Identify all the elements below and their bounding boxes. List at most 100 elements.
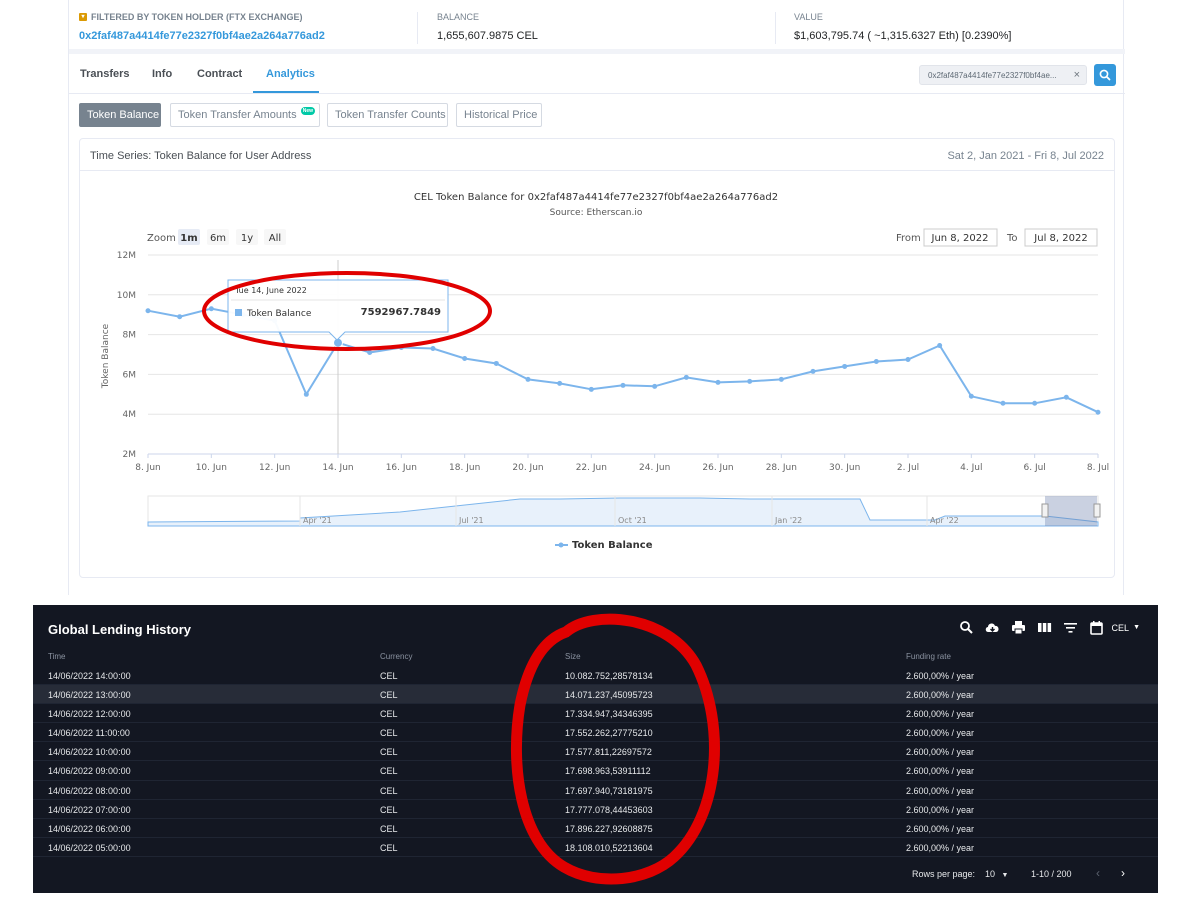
table-row[interactable]: 14/06/2022 08:00:00 CEL 17.697.940,7318197… bbox=[33, 781, 1158, 800]
clear-icon[interactable]: × bbox=[1073, 69, 1080, 81]
tab-contract[interactable]: Contract bbox=[197, 68, 243, 80]
x-tick-label: 6. Jul bbox=[1024, 463, 1046, 473]
data-point[interactable] bbox=[430, 346, 436, 352]
tab-analytics[interactable]: Analytics bbox=[266, 68, 315, 80]
token-transfer-counts-button[interactable]: Token Transfer Counts bbox=[327, 103, 448, 127]
data-point[interactable] bbox=[1095, 409, 1101, 415]
table-row[interactable]: 14/06/2022 13:00:00 CEL 14.071.237,4509572… bbox=[33, 685, 1158, 705]
holder-address-link[interactable]: 0x2faf487a4414fe77e2327f0bf4ae2a264a776a… bbox=[79, 30, 325, 42]
cell-time: 14/06/2022 05:00:00 bbox=[48, 842, 131, 853]
data-point[interactable] bbox=[937, 343, 943, 349]
navigator-handle-right[interactable] bbox=[1093, 503, 1101, 518]
from-date-input[interactable] bbox=[923, 228, 998, 247]
rows-per-page-select[interactable]: 10 ▼ bbox=[985, 869, 1008, 879]
calendar-icon[interactable] bbox=[1088, 619, 1105, 636]
data-point[interactable] bbox=[620, 382, 626, 388]
pagination-range: 1-10 / 200 bbox=[1031, 869, 1072, 879]
table-row[interactable]: 14/06/2022 11:00:00 CEL 17.552.262,2777521… bbox=[33, 723, 1158, 743]
data-point[interactable] bbox=[303, 391, 309, 397]
data-point[interactable] bbox=[588, 386, 594, 392]
historical-price-button[interactable]: Historical Price bbox=[456, 103, 542, 127]
zoom-button-6m[interactable] bbox=[207, 229, 229, 245]
table-row[interactable]: 14/06/2022 07:00:00 CEL 17.777.078,4445360… bbox=[33, 800, 1158, 819]
tab-transfers[interactable]: Transfers bbox=[80, 68, 130, 80]
tab-info[interactable]: Info bbox=[152, 68, 173, 80]
data-point[interactable] bbox=[873, 358, 879, 364]
search-icon[interactable] bbox=[958, 619, 975, 636]
column-header-time[interactable]: Time bbox=[48, 652, 66, 661]
token-balance-chart: CEL Token Balance for 0x2faf487a4414fe77… bbox=[101, 192, 1109, 551]
zoom-button-1m[interactable] bbox=[178, 229, 200, 245]
data-point[interactable] bbox=[145, 308, 151, 314]
prev-page-icon[interactable]: ‹ bbox=[1096, 866, 1100, 880]
data-point[interactable] bbox=[652, 383, 658, 389]
navigator-series bbox=[147, 497, 1099, 527]
cell-currency: CEL bbox=[380, 804, 398, 815]
chart-legend[interactable]: Token Balance bbox=[555, 540, 653, 551]
cell-funding-rate: 2.600,00% / year bbox=[906, 804, 975, 815]
currency-select[interactable]: CEL ▼ bbox=[1112, 623, 1140, 633]
data-point[interactable] bbox=[557, 380, 563, 386]
data-point[interactable] bbox=[462, 355, 468, 361]
cell-currency: CEL bbox=[380, 785, 398, 796]
rows-per-page-label: Rows per page: bbox=[912, 869, 976, 879]
lending-toolbar: CEL ▼ bbox=[958, 619, 1140, 636]
data-point[interactable] bbox=[208, 306, 214, 312]
chart-navigator[interactable]: Apr '21 Jul '21 Oct '21 Jan '22 Apr '22 bbox=[147, 495, 1101, 527]
data-point[interactable] bbox=[683, 374, 689, 380]
cell-size: 17.896.227,92608875 bbox=[565, 823, 653, 834]
balance-label: BALANCE bbox=[437, 12, 480, 22]
data-point[interactable] bbox=[177, 314, 183, 320]
next-page-icon[interactable]: › bbox=[1121, 866, 1125, 880]
column-header-funding-rate[interactable]: Funding rate bbox=[906, 652, 951, 661]
x-tick-label: 30. Jun bbox=[829, 463, 860, 473]
data-point[interactable] bbox=[1063, 394, 1069, 400]
filter-icon[interactable] bbox=[1062, 619, 1079, 636]
data-point[interactable] bbox=[905, 356, 911, 362]
legend-label: Token Balance bbox=[572, 540, 653, 551]
table-row[interactable]: 14/06/2022 06:00:00 CEL 17.896.227,9260887… bbox=[33, 819, 1158, 838]
token-balance-button[interactable]: Token Balance bbox=[79, 103, 161, 127]
data-point[interactable] bbox=[715, 379, 721, 385]
zoom-button-All[interactable] bbox=[264, 229, 286, 245]
cell-size: 17.577.811,22697572 bbox=[565, 747, 652, 758]
table-row[interactable]: 14/06/2022 10:00:00 CEL 17.577.811,2269757… bbox=[33, 742, 1158, 762]
zoom-button-label: All bbox=[269, 233, 281, 244]
column-header-size[interactable]: Size bbox=[565, 652, 581, 661]
print-icon[interactable] bbox=[1010, 619, 1027, 636]
navigator-selection[interactable] bbox=[1045, 496, 1097, 526]
table-row[interactable]: 14/06/2022 05:00:00 CEL 18.108.010,5221360… bbox=[33, 838, 1158, 857]
data-point[interactable] bbox=[525, 376, 531, 382]
data-point[interactable] bbox=[747, 378, 753, 384]
table-row[interactable]: 14/06/2022 09:00:00 CEL 17.698.963,5391111… bbox=[33, 761, 1158, 781]
x-tick-label: 8. Jun bbox=[135, 463, 161, 473]
data-point[interactable] bbox=[778, 376, 784, 382]
tooltip-box bbox=[227, 279, 449, 341]
global-lending-history-panel: Global Lending History CEL ▼ Time Curren… bbox=[33, 605, 1158, 893]
column-header-currency[interactable]: Currency bbox=[380, 652, 413, 661]
cloud-download-icon[interactable] bbox=[984, 619, 1001, 636]
search-button[interactable] bbox=[1094, 64, 1116, 86]
cell-time: 14/06/2022 11:00:00 bbox=[48, 728, 130, 739]
x-tick-label: 18. Jun bbox=[449, 463, 480, 473]
navigator-handle-left[interactable] bbox=[1041, 503, 1049, 518]
tooltip-series-name: Token Balance bbox=[246, 309, 312, 319]
data-point[interactable] bbox=[493, 360, 499, 366]
tooltip-date: Tue 14, June 2022 bbox=[234, 286, 307, 295]
zoom-button-label: 6m bbox=[210, 233, 226, 244]
columns-icon[interactable] bbox=[1036, 619, 1053, 636]
data-point[interactable] bbox=[1000, 400, 1006, 406]
data-point[interactable] bbox=[968, 393, 974, 399]
zoom-button-1y[interactable] bbox=[236, 229, 258, 245]
data-point[interactable] bbox=[1032, 400, 1038, 406]
table-row[interactable]: 14/06/2022 12:00:00 CEL 17.334.947,3434639… bbox=[33, 704, 1158, 724]
data-point[interactable] bbox=[842, 363, 848, 369]
token-transfer-amounts-button[interactable]: Token Transfer Amounts New bbox=[170, 103, 320, 127]
to-date-input[interactable] bbox=[1024, 228, 1098, 247]
data-point[interactable] bbox=[367, 350, 373, 356]
x-tick-label: 24. Jun bbox=[639, 463, 670, 473]
table-row[interactable]: 14/06/2022 14:00:00 CEL 10.082.752,2857813… bbox=[33, 666, 1158, 686]
cell-time: 14/06/2022 10:00:00 bbox=[48, 747, 131, 758]
data-point[interactable] bbox=[810, 368, 816, 374]
address-search-input[interactable]: 0x2faf487a4414fe77e2327f0bf4ae... × bbox=[919, 65, 1087, 85]
